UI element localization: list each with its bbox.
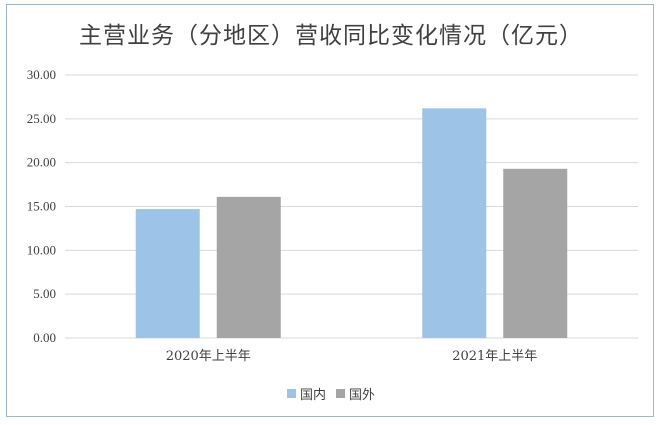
bar xyxy=(216,196,281,338)
legend-swatch xyxy=(336,389,345,398)
chart-title: 主营业务（分地区）营收同比变化情况（亿元） xyxy=(79,23,583,49)
y-tick-label: 20.00 xyxy=(27,155,56,170)
legend-swatch xyxy=(286,389,296,398)
y-tick-label: 25.00 xyxy=(27,111,56,126)
legend-item: 国内 xyxy=(286,384,326,403)
x-category-label: 2021年上半年 xyxy=(452,349,537,364)
bar xyxy=(503,168,568,338)
legend: 国内 国外 xyxy=(0,384,662,403)
y-tick-label: 0.00 xyxy=(33,330,56,345)
y-tick-label: 15.00 xyxy=(27,199,56,214)
legend-item: 国外 xyxy=(336,384,375,403)
x-category-label: 2020年上半年 xyxy=(166,349,251,364)
bar xyxy=(135,209,200,338)
y-tick-label: 5.00 xyxy=(33,286,56,301)
y-tick-label: 30.00 xyxy=(27,67,56,82)
bar xyxy=(422,108,487,339)
y-tick-label: 10.00 xyxy=(27,242,56,257)
legend-label: 国外 xyxy=(349,388,376,403)
legend-label: 国内 xyxy=(299,388,326,403)
